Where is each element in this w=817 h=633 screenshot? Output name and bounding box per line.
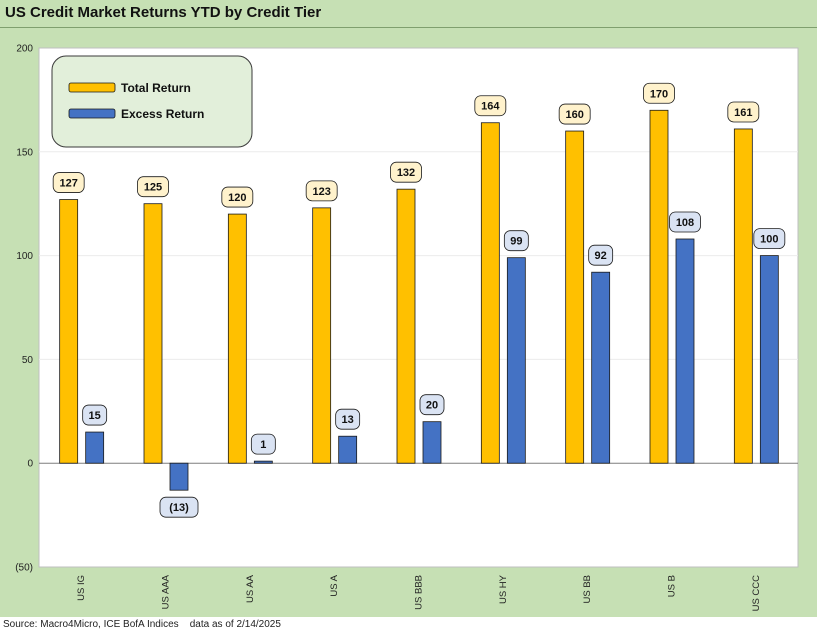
legend: Total Return Excess Return: [51, 55, 253, 148]
y-tick-label: 200: [16, 44, 33, 55]
source-note: Source: Macro4Micro, ICE BofA Indices da…: [3, 619, 281, 630]
x-tick-label: US BB: [582, 575, 593, 604]
data-label-box: [335, 408, 361, 430]
data-label: 1: [250, 433, 276, 455]
data-label-box: [503, 230, 529, 252]
data-label-box: [474, 95, 507, 117]
data-label: 132: [390, 161, 422, 183]
data-label-box: [52, 172, 85, 193]
total-return-bar: [143, 203, 163, 464]
data-label-text: 161: [734, 107, 752, 119]
data-label: 13: [335, 408, 361, 430]
excess-return-bar: [675, 238, 695, 464]
data-label-text: (13): [169, 502, 189, 514]
y-tick-label: 100: [16, 251, 33, 262]
legend-swatch-total-return: [68, 82, 116, 93]
data-label-text: 15: [89, 410, 101, 422]
x-tick-label: US A: [329, 574, 340, 596]
total-return-bar: [565, 130, 585, 464]
y-tick-label: 50: [22, 355, 34, 366]
data-label: 164: [474, 95, 507, 117]
x-tick-label: US BBB: [414, 575, 425, 610]
title-bar: US Credit Market Returns YTD by Credit T…: [0, 0, 817, 28]
total-return-bar: [733, 128, 753, 464]
excess-return-bar: [169, 462, 189, 491]
data-label-box: [419, 394, 445, 416]
data-label: 20: [419, 394, 445, 416]
chart-title: US Credit Market Returns YTD by Credit T…: [5, 4, 322, 21]
data-label-text: 125: [144, 182, 162, 194]
data-label-text: 20: [426, 400, 438, 412]
data-label: 15: [82, 404, 108, 426]
total-return-bar: [227, 213, 247, 464]
data-label: 125: [137, 176, 169, 198]
data-label: 160: [558, 103, 591, 125]
legend-label: Total Return: [121, 81, 191, 95]
data-label-box: [588, 244, 614, 266]
data-label-box: [727, 101, 760, 123]
data-label-text: 123: [312, 186, 330, 198]
y-tick-label: 0: [27, 459, 33, 470]
data-label-text: 100: [760, 234, 778, 246]
data-label-box: [250, 433, 276, 455]
data-label-box: [643, 82, 675, 104]
data-label-text: 120: [228, 192, 246, 204]
excess-return-bar: [422, 421, 442, 464]
legend-box: [51, 55, 253, 148]
data-label-text: 132: [397, 167, 415, 179]
excess-return-bar: [759, 255, 779, 464]
legend-swatch-excess-return: [68, 108, 116, 119]
data-label: 92: [588, 244, 614, 266]
data-label: 100: [753, 228, 786, 250]
data-label-text: 92: [595, 250, 607, 262]
data-label: 108: [669, 211, 701, 233]
data-label-text: 13: [342, 414, 354, 426]
data-label-text: 160: [565, 109, 583, 121]
x-tick-label: US IG: [76, 575, 87, 601]
total-return-bar: [649, 109, 669, 464]
excess-return-bar: [85, 431, 105, 464]
x-tick-label: US B: [667, 575, 678, 597]
data-label-box: [137, 176, 169, 198]
data-label: (13): [159, 496, 199, 518]
x-tick-label: US HY: [498, 574, 509, 604]
data-label: 127: [52, 172, 85, 193]
data-label-text: 170: [650, 88, 668, 100]
data-label: 161: [727, 101, 760, 123]
total-return-bar: [59, 199, 79, 464]
total-return-bar: [396, 188, 416, 464]
data-label: 99: [503, 230, 529, 252]
bar-chart: (50) 0 50 100 150 200 127 15 US IG 125 (13) US AAA 1…: [15, 44, 799, 612]
data-label: 170: [643, 82, 675, 104]
data-label-text: 127: [59, 178, 77, 190]
total-return-bar: [480, 122, 500, 464]
y-tick-label: (50): [15, 563, 33, 574]
data-label-text: 99: [510, 236, 522, 248]
data-label-box: [82, 404, 108, 426]
data-label-text: 1: [260, 439, 266, 451]
data-label-box: [221, 186, 254, 208]
data-label-box: [159, 496, 199, 518]
data-label: 120: [221, 186, 254, 208]
data-label: 123: [305, 180, 338, 202]
excess-return-bar: [506, 257, 526, 464]
excess-return-bar: [253, 460, 273, 464]
data-label-box: [753, 228, 786, 250]
data-label-box: [669, 211, 701, 233]
excess-return-bar: [591, 271, 611, 464]
x-tick-label: US AAA: [161, 574, 172, 609]
data-label-box: [305, 180, 338, 202]
data-label-text: 164: [481, 101, 500, 113]
data-label-box: [558, 103, 591, 125]
data-label-text: 108: [676, 217, 694, 229]
x-tick-label: US AA: [245, 574, 256, 603]
x-tick-label: US CCC: [751, 575, 762, 612]
total-return-bar: [312, 207, 332, 464]
y-tick-label: 150: [16, 147, 33, 158]
data-label-box: [390, 161, 422, 183]
legend-label: Excess Return: [121, 107, 204, 121]
excess-return-bar: [338, 435, 358, 464]
